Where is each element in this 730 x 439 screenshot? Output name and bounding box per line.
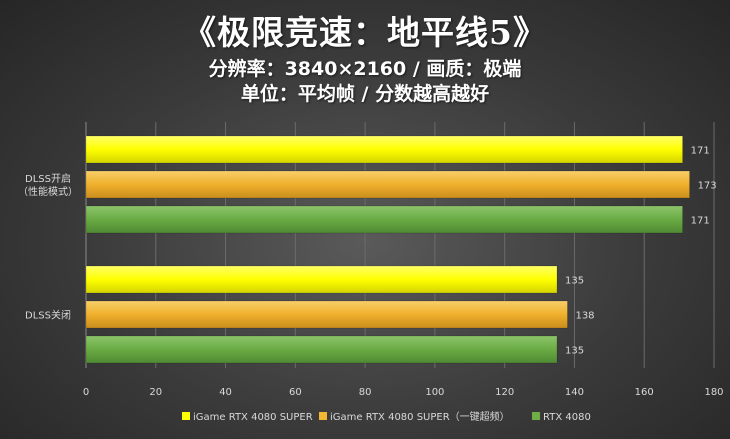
data-label: 171	[691, 216, 710, 227]
chart-unit-line: 单位：平均帧 / 分数越高越好	[240, 83, 490, 105]
data-label: 173	[698, 181, 717, 192]
data-label: 138	[575, 311, 594, 322]
category-label: DLSS开启	[25, 172, 71, 185]
x-tick-label: 100	[425, 387, 444, 398]
legend-label: iGame RTX 4080 SUPER（一键超频）	[330, 410, 510, 423]
x-tick-label: 20	[149, 387, 162, 398]
x-tick-label: 40	[219, 387, 232, 398]
bar	[85, 300, 568, 329]
chart-subtitle: 分辨率：3840×2160 / 画质：极端	[208, 58, 522, 80]
bar	[85, 205, 683, 234]
x-tick-label: 80	[359, 387, 372, 398]
bar	[85, 170, 690, 199]
chart-title: 《极限竞速：地平线5》	[183, 13, 547, 52]
bar	[85, 335, 558, 364]
category-label: （性能模式）	[18, 185, 78, 198]
x-tick-label: 140	[565, 387, 584, 398]
data-label: 171	[691, 146, 710, 157]
legend-swatch	[182, 412, 190, 420]
category-label: DLSS关闭	[25, 309, 71, 322]
x-tick-label: 120	[495, 387, 514, 398]
x-tick-label: 160	[635, 387, 654, 398]
legend-label: iGame RTX 4080 SUPER	[193, 412, 313, 423]
legend-swatch	[319, 412, 327, 420]
x-tick-label: 60	[289, 387, 302, 398]
bar	[85, 135, 683, 164]
legend-swatch	[532, 412, 540, 420]
data-label: 135	[565, 346, 584, 357]
legend-label: RTX 4080	[543, 412, 591, 423]
data-label: 135	[565, 276, 584, 287]
x-tick-label: 180	[704, 387, 723, 398]
bar	[85, 265, 558, 294]
x-tick-label: 0	[83, 387, 89, 398]
